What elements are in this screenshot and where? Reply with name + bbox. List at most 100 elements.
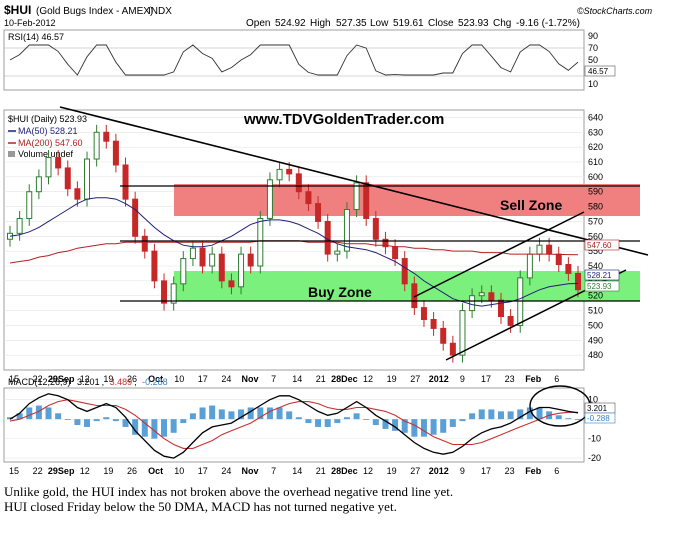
price-candle	[16, 217, 23, 234]
macd-histogram-bar	[497, 411, 504, 420]
macd-histogram-bar	[334, 419, 341, 424]
macd-histogram-bar	[536, 407, 543, 420]
price-candle	[74, 188, 81, 200]
macd-histogram-bar	[372, 419, 379, 425]
macd-histogram-bar	[324, 419, 331, 427]
high-label: High	[310, 18, 331, 29]
close-tag	[584, 280, 620, 292]
x-axis-label-top: 17	[481, 374, 491, 384]
price-candle	[103, 131, 110, 142]
rsi-panel	[3, 29, 585, 91]
low-label: Low	[370, 18, 389, 29]
x-axis-label-bottom: 28Dec	[331, 466, 358, 476]
x-axis-label-bottom: 27	[410, 466, 420, 476]
x-axis-label-bottom: 29Sep	[48, 466, 75, 476]
price-candle	[64, 167, 71, 190]
x-axis-label-top: 14	[292, 374, 302, 384]
price-candle	[488, 292, 495, 301]
price-tick-label: 550	[588, 246, 603, 256]
ma200-tag	[584, 239, 620, 251]
x-axis-label-bottom: 17	[198, 466, 208, 476]
x-axis-label-bottom: Feb	[525, 466, 542, 476]
price-candle	[247, 253, 254, 267]
x-axis-label-top: 17	[198, 374, 208, 384]
macd-histogram-bar	[170, 419, 177, 433]
x-axis-label-bottom: 12	[363, 466, 373, 476]
macd-histogram-bar	[555, 415, 562, 420]
x-axis-label-top: 2012	[429, 374, 449, 384]
rsi-line	[9, 44, 579, 76]
macd-tick-label: -10	[588, 434, 601, 444]
x-axis-label-top: 26	[127, 374, 137, 384]
price-tick-label: 490	[588, 335, 603, 345]
price-candle	[565, 264, 572, 274]
price-tick-label: 610	[588, 157, 603, 167]
price-candle	[420, 307, 427, 320]
x-axis-label-top: Feb	[525, 374, 542, 384]
x-axis-label-top: 9	[460, 374, 465, 384]
symbol-description: (Gold Bugs Index - AMEX)	[36, 6, 153, 17]
price-candle	[257, 217, 264, 267]
macd-histogram-bar	[411, 419, 418, 437]
macd-histogram-bar	[209, 405, 216, 420]
price-candle	[141, 235, 148, 252]
price-candle	[478, 292, 485, 297]
price-tick-label: 500	[588, 320, 603, 330]
price-candle	[228, 280, 235, 288]
price-candle	[189, 247, 196, 260]
price-candle	[343, 209, 350, 252]
macd-histogram-bar	[440, 419, 447, 433]
volume-legend: Volume undef	[18, 149, 74, 159]
ma200-legend: MA(200) 547.60	[18, 138, 83, 148]
price-candle	[555, 253, 562, 266]
downtrend-line	[59, 106, 649, 256]
price-tick-label: 590	[588, 187, 603, 197]
ma50-legend: MA(50) 528.21	[18, 126, 78, 136]
macd-histogram-bar	[93, 419, 100, 422]
caption-line-1: Unlike gold, the HUI index has not broke…	[4, 484, 454, 499]
x-axis-label-bottom: 6	[554, 466, 559, 476]
x-axis-label-bottom: 26	[127, 466, 137, 476]
macd-histogram-bar	[565, 418, 572, 420]
macd-tick-label: -20	[588, 453, 601, 463]
x-axis-label-bottom: 12	[80, 466, 90, 476]
price-candle	[469, 295, 476, 312]
high-value: 527.35	[336, 18, 367, 29]
macd-hist-tag-text: -0.288	[587, 414, 610, 423]
macd-histogram-bar	[55, 413, 62, 420]
rsi-value-tag-text: 46.57	[588, 67, 609, 76]
macd-histogram-bar	[449, 419, 456, 427]
price-candle	[305, 191, 312, 205]
x-axis-label-bottom: 22	[33, 466, 43, 476]
macd-histogram-bar	[353, 413, 360, 420]
macd-hist-tag	[584, 412, 616, 424]
rsi-tick-label: 50	[588, 55, 598, 65]
price-candle	[170, 283, 177, 304]
x-axis-label-top: 12	[363, 374, 373, 384]
price-candle	[459, 310, 466, 356]
price-candle	[430, 318, 437, 329]
macd-histogram-bar	[122, 419, 129, 427]
ma50-line	[9, 197, 579, 307]
macd-histogram-bar	[517, 409, 524, 420]
x-axis-label-bottom: 17	[481, 466, 491, 476]
macd-label-signal: 3.489	[110, 377, 133, 387]
x-axis-label-top: 15	[9, 374, 19, 384]
stockcharts-brand: ©StockCharts.com	[577, 6, 653, 16]
price-candle	[35, 176, 42, 193]
x-axis-label-bottom: 23	[505, 466, 515, 476]
price-tick-label: 640	[588, 112, 603, 122]
price-candle	[132, 198, 139, 237]
macd-tag-text: 3.201	[587, 404, 608, 413]
price-candle	[372, 217, 379, 240]
price-candle	[575, 272, 581, 291]
x-axis-label-bottom: 9	[460, 466, 465, 476]
price-candle	[315, 203, 322, 222]
macd-histogram-bar	[430, 419, 437, 435]
channel-upper-line	[413, 211, 585, 298]
macd-histogram-bar	[257, 407, 264, 420]
price-candle	[392, 246, 399, 260]
macd-label: MACD(12,26,9) 3.201, 3.489, -0.288	[8, 377, 168, 387]
buy-zone-label: Buy Zone	[308, 284, 372, 300]
macd-histogram-bar	[112, 419, 119, 422]
